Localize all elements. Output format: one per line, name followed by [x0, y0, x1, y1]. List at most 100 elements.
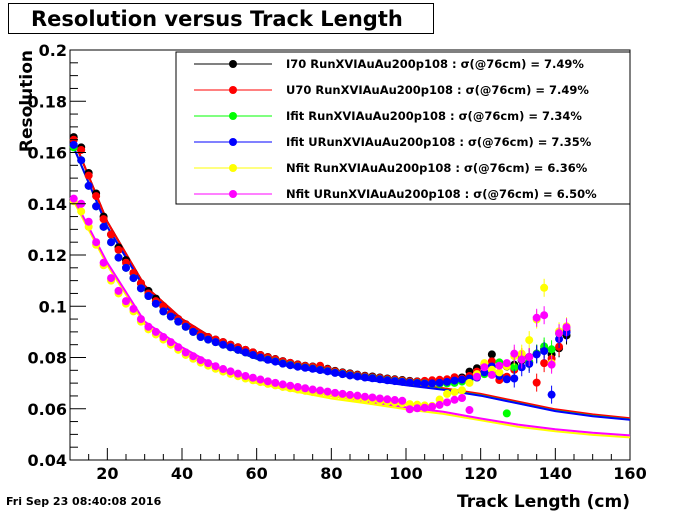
x-tick-label: 40	[171, 464, 193, 483]
data-point	[107, 274, 116, 283]
data-point	[196, 333, 205, 341]
data-point	[540, 283, 549, 292]
data-point	[525, 352, 534, 361]
data-point	[181, 348, 190, 357]
y-tick-label: 0.08	[28, 349, 67, 368]
data-point	[226, 343, 235, 352]
axes: 20 40 60 80 100 120 140 160 0.04 0.06 0.08 0.1 0.12 0…	[28, 41, 647, 483]
data-point	[271, 378, 280, 387]
legend-marker	[229, 138, 237, 146]
data-point	[443, 389, 452, 398]
data-point	[510, 349, 519, 358]
data-point	[136, 284, 145, 293]
data-point	[510, 374, 519, 383]
data-point	[338, 370, 347, 379]
data-point	[99, 222, 108, 231]
data-point	[517, 355, 526, 364]
data-point	[189, 327, 198, 336]
y-tick-label: 0.06	[28, 400, 67, 419]
data-point	[166, 338, 175, 347]
legend-marker	[229, 60, 237, 68]
data-point	[465, 406, 474, 415]
legend-entry: Nfit RunXVIAuAu200p108 : σ(@76cm) = 6.36…	[286, 161, 588, 175]
data-point	[99, 215, 108, 224]
data-point	[107, 230, 116, 239]
data-point	[398, 377, 407, 386]
data-point	[420, 379, 429, 388]
data-point	[92, 238, 101, 247]
data-point	[234, 369, 242, 378]
data-point	[114, 245, 123, 254]
data-point	[547, 360, 556, 369]
data-point	[204, 359, 213, 368]
data-point	[555, 329, 564, 338]
data-point	[219, 365, 228, 374]
data-point	[428, 402, 437, 411]
data-point	[562, 323, 571, 332]
legend-marker	[229, 86, 237, 94]
data-point	[458, 386, 466, 395]
data-point	[547, 345, 556, 354]
data-point	[77, 156, 86, 165]
legend-box	[175, 51, 631, 205]
legend-marker	[229, 112, 237, 120]
data-point	[458, 375, 466, 384]
data-point	[241, 371, 250, 380]
data-point	[204, 335, 213, 344]
data-point	[151, 327, 160, 336]
y-tick-label: 0.2	[39, 41, 67, 60]
data-point	[286, 361, 295, 370]
data-point	[263, 377, 272, 386]
data-point	[360, 373, 369, 382]
legend-entry: Ifit URunXVIAuAu200p108 : σ(@76cm) = 7.3…	[286, 135, 592, 149]
data-point	[547, 390, 556, 399]
data-point	[189, 352, 198, 361]
data-point	[346, 390, 354, 399]
data-point	[174, 317, 183, 326]
data-point	[278, 359, 287, 368]
data-point	[420, 403, 429, 412]
data-point	[151, 299, 160, 308]
data-point	[502, 359, 511, 368]
data-point	[234, 345, 242, 354]
data-point	[256, 353, 265, 362]
data-point	[293, 382, 302, 391]
data-point	[360, 392, 369, 401]
data-point	[241, 348, 250, 357]
data-point	[405, 405, 414, 414]
data-point	[368, 374, 377, 383]
data-point	[368, 393, 377, 402]
x-axis-label: Track Length (cm)	[457, 492, 630, 512]
data-point	[390, 396, 399, 405]
data-point	[390, 377, 399, 386]
data-point	[301, 384, 310, 393]
y-tick-label: 0.16	[28, 144, 67, 163]
data-point	[308, 385, 317, 394]
data-point	[458, 393, 466, 402]
data-point	[99, 258, 108, 267]
data-point	[278, 380, 287, 389]
legend-entry: Ifit RunXVIAuAu200p108 : σ(@76cm) = 7.34…	[286, 109, 582, 123]
x-tick-label: 120	[464, 464, 497, 483]
data-point	[405, 378, 414, 387]
data-point	[338, 389, 347, 398]
data-point	[196, 356, 205, 365]
data-point	[144, 322, 153, 331]
x-tick-label: 80	[320, 464, 342, 483]
x-tick-label: 60	[246, 464, 268, 483]
data-point	[495, 368, 504, 377]
data-point	[293, 362, 302, 371]
data-point	[122, 297, 130, 306]
data-point	[174, 343, 183, 352]
data-point	[532, 313, 541, 322]
data-point	[331, 388, 340, 397]
data-point	[346, 371, 354, 380]
data-point	[353, 372, 362, 381]
data-point	[450, 395, 459, 404]
data-point	[84, 217, 93, 226]
timestamp: Fri Sep 23 08:40:08 2016	[6, 495, 162, 508]
data-points	[69, 133, 571, 418]
legend-marker	[229, 190, 237, 198]
data-point	[465, 378, 474, 387]
